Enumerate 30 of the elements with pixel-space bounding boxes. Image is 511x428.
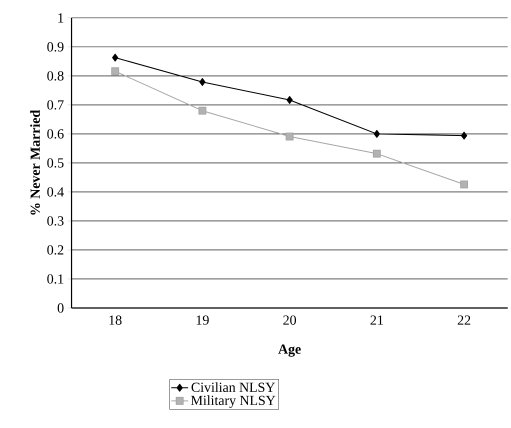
y-tick-label: 0.5 (47, 158, 64, 168)
x-tick-label: 18 (109, 315, 122, 325)
legend-label: Military NLSY (191, 395, 276, 408)
x-axis-title: Age (278, 344, 301, 357)
y-tick-label: 0.8 (47, 71, 64, 81)
point (112, 54, 118, 62)
y-tick-label: 0.9 (47, 42, 64, 52)
y-tick-label: 0.3 (47, 216, 64, 226)
y-tick-label: 0.1 (47, 274, 64, 284)
y-axis-title: % Never Married (30, 110, 40, 215)
y-tick-label: 0.7 (47, 100, 64, 110)
point (372, 150, 381, 158)
y-tick-label: 0.2 (47, 245, 64, 255)
y-tick-label: 0.6 (47, 129, 64, 139)
point (286, 132, 294, 140)
x-tick-label: 21 (370, 315, 383, 325)
point (199, 78, 206, 86)
y-tick-label: 0 (58, 303, 64, 313)
x-tick-label: 22 (458, 315, 470, 325)
point (374, 130, 380, 138)
point (111, 67, 120, 76)
point (198, 106, 206, 115)
x-tick-label: 20 (283, 315, 296, 325)
y-tick-label: 0.4 (47, 187, 64, 197)
point (460, 132, 468, 140)
point (286, 96, 293, 104)
point (460, 180, 468, 188)
legend-label: Civilian NLSY (192, 382, 275, 392)
x-tick-label: 19 (196, 315, 209, 325)
y-tick-label: 1 (58, 13, 64, 22)
